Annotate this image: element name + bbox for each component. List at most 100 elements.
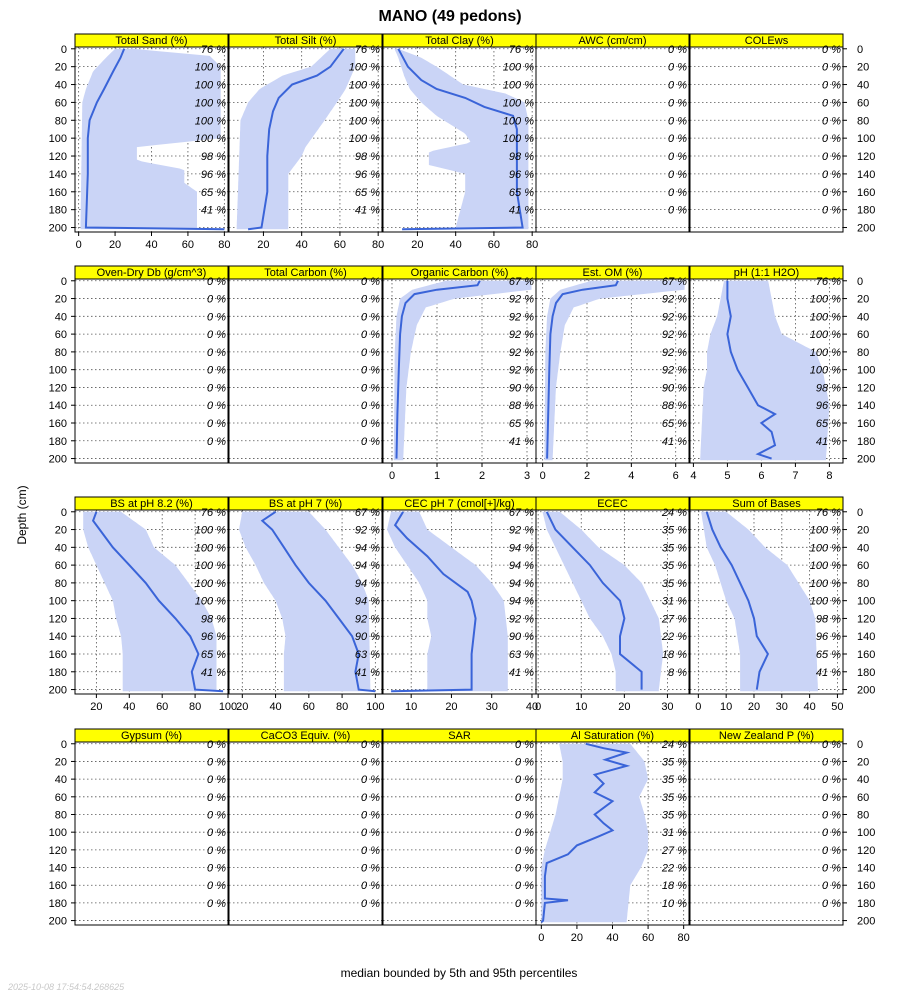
- y-tick-label: 60: [55, 792, 67, 804]
- pct-label: 0 %: [668, 62, 687, 74]
- panel-frame: [689, 741, 844, 926]
- x-tick-label: 30: [776, 701, 788, 713]
- x-tick-label: 20: [257, 239, 269, 251]
- pct-label: 100 %: [503, 115, 534, 127]
- y-tick-label: 140: [49, 863, 67, 875]
- panel-title: New Zealand P (%): [719, 730, 814, 742]
- x-tick-label: 100: [366, 701, 384, 713]
- y-tick-label: 80: [857, 578, 869, 590]
- pct-label: 65 %: [355, 187, 380, 199]
- x-tick-label: 1: [434, 470, 440, 482]
- pct-label: 22 %: [661, 631, 687, 643]
- pct-label: 88 %: [509, 400, 534, 412]
- pct-label: 92 %: [355, 525, 380, 537]
- pct-label: 0 %: [207, 809, 226, 821]
- median-line: [397, 48, 524, 231]
- panel-ph-1-1-h2o: pH (1:1 H2O) 76 % 100 % 100 % 100 % 100 % 100 …: [689, 265, 875, 482]
- x-tick-label: 60: [156, 701, 168, 713]
- panel-title: COLEws: [745, 35, 789, 47]
- pct-label: 41 %: [355, 205, 380, 217]
- pct-label: 0 %: [822, 774, 841, 786]
- pct-label: 76 %: [355, 44, 380, 56]
- pct-label: 96 %: [201, 169, 226, 181]
- x-tick-label: 6: [758, 470, 764, 482]
- x-tick-label: 6: [673, 470, 679, 482]
- percentile-band: [700, 280, 830, 461]
- pct-label: 100 %: [349, 80, 380, 92]
- y-tick-label: 80: [857, 809, 869, 821]
- pct-label: 0 %: [361, 365, 380, 377]
- pct-label: 0 %: [822, 845, 841, 857]
- pct-label: 98 %: [355, 151, 380, 163]
- pct-label: 0 %: [207, 382, 226, 394]
- pct-label: 100 %: [195, 596, 226, 608]
- pct-label: 67 %: [509, 507, 534, 519]
- percentile-band: [236, 48, 356, 230]
- x-tick-label: 20: [90, 701, 102, 713]
- pct-label: 0 %: [822, 863, 841, 875]
- y-tick-label: 0: [61, 276, 67, 288]
- pct-label: 24 %: [661, 507, 687, 519]
- x-tick-label: 60: [182, 239, 194, 251]
- pct-label: 41 %: [509, 205, 534, 217]
- pct-label: 90 %: [509, 382, 534, 394]
- y-tick-label: 20: [55, 62, 67, 74]
- panel-title: Organic Carbon (%): [411, 267, 509, 279]
- pct-label: 92 %: [662, 294, 687, 306]
- pct-label: 0 %: [361, 382, 380, 394]
- pct-label: 65 %: [816, 418, 841, 430]
- panel-total-clay: Total Clay (%) 76 % 100 % 100 % 100 % 100 % 10…: [382, 33, 538, 251]
- pct-label: 0 %: [361, 739, 380, 751]
- y-tick-label: 100: [49, 365, 67, 377]
- pct-label: 0 %: [515, 756, 534, 768]
- y-tick-label: 100: [857, 827, 875, 839]
- pct-label: 0 %: [207, 792, 226, 804]
- x-tick-label: 40: [269, 701, 281, 713]
- median-line: [540, 742, 631, 924]
- median-line: [545, 511, 643, 690]
- y-tick-label: 0: [61, 739, 67, 751]
- y-tick-label: 200: [49, 685, 67, 697]
- pct-label: 0 %: [361, 827, 380, 839]
- y-tick-label: 20: [55, 525, 67, 537]
- y-tick-label: 160: [49, 187, 67, 199]
- pct-label: 76 %: [201, 44, 226, 56]
- y-tick-label: 160: [857, 649, 875, 661]
- y-tick-label: 80: [55, 347, 67, 359]
- panel-bs-at-ph-8-2: BS at pH 8.2 (%) 76 % 100 % 100 % 100 % 100 %…: [49, 496, 237, 713]
- panel-title: Al Saturation (%): [571, 730, 654, 742]
- median-line: [705, 511, 770, 690]
- panel-title: Oven-Dry Db (g/cm^3): [97, 267, 207, 279]
- pct-label: 31 %: [662, 596, 687, 608]
- y-tick-label: 20: [857, 756, 869, 768]
- pct-label: 0 %: [361, 276, 380, 288]
- y-tick-label: 160: [857, 880, 875, 892]
- percentile-band: [80, 48, 221, 230]
- pct-label: 0 %: [361, 809, 380, 821]
- pct-label: 92 %: [509, 347, 534, 359]
- pct-label: 90 %: [355, 631, 380, 643]
- y-tick-label: 200: [49, 916, 67, 928]
- pct-label: 0 %: [822, 880, 841, 892]
- x-axis-label: median bounded by 5th and 95th percentil…: [341, 966, 578, 980]
- y-axis-label: Depth (cm): [15, 485, 29, 544]
- y-tick-label: 140: [857, 400, 875, 412]
- pct-label: 0 %: [822, 809, 841, 821]
- panel-colews: COLEws 0 % 0 % 0 % 0 % 0 % 0 % 0 % 0 % 0 % 0 % 0 20 4…: [689, 33, 875, 235]
- y-tick-label: 40: [55, 774, 67, 786]
- y-tick-label: 180: [857, 436, 875, 448]
- timestamp: 2025-10-08 17:54:54.268625: [7, 982, 125, 992]
- pct-label: 0 %: [822, 169, 841, 181]
- pct-label: 0 %: [207, 880, 226, 892]
- panel-frame: [535, 509, 690, 695]
- pct-label: 100 %: [810, 294, 841, 306]
- panel-frame: [382, 741, 537, 926]
- pct-label: 0 %: [822, 62, 841, 74]
- pct-label: 0 %: [207, 827, 226, 839]
- panel-title: BS at pH 7 (%): [269, 498, 342, 510]
- y-tick-label: 40: [857, 542, 869, 554]
- x-tick-label: 40: [296, 239, 308, 251]
- pct-label: 94 %: [509, 542, 534, 554]
- x-tick-label: 3: [524, 470, 530, 482]
- x-tick-label: 2: [584, 470, 590, 482]
